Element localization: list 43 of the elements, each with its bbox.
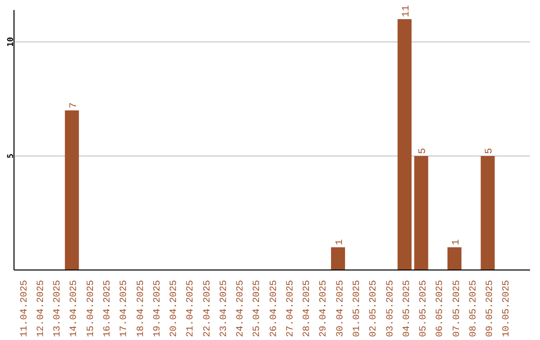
x-tick-label: 25.04.2025 — [251, 280, 262, 338]
x-tick-label: 01.05.2025 — [350, 280, 362, 338]
x-tick-label: 19.04.2025 — [151, 280, 162, 338]
y-tick-label: 10 — [6, 36, 15, 47]
x-tick-label: 20.04.2025 — [168, 280, 180, 338]
x-tick-label: 15.04.2025 — [84, 280, 96, 338]
data-label: 5 — [418, 148, 430, 154]
x-tick-label: 28.04.2025 — [301, 280, 312, 338]
x-tick-label: 11.04.2025 — [18, 280, 30, 338]
x-tick-label: 09.05.2025 — [484, 280, 496, 338]
x-tick-label: 07.05.2025 — [450, 280, 462, 338]
x-tick-label: 02.05.2025 — [368, 280, 379, 338]
x-tick-label: 04.05.2025 — [400, 280, 412, 338]
x-tick-label: 27.04.2025 — [284, 280, 296, 338]
x-tick-label: 29.04.2025 — [318, 280, 329, 338]
x-tick-label: 24.04.2025 — [234, 280, 246, 338]
data-label: 5 — [484, 148, 496, 154]
data-label: 1 — [451, 239, 462, 246]
x-tick-label: 10.05.2025 — [500, 280, 512, 338]
x-tick-label: 26.04.2025 — [268, 280, 279, 338]
x-tick-label: 13.04.2025 — [52, 280, 63, 338]
x-tick-label: 18.04.2025 — [134, 280, 146, 338]
bar — [447, 247, 462, 270]
bar — [64, 110, 79, 270]
data-label: 1 — [335, 239, 346, 246]
data-label: 7 — [68, 102, 80, 108]
x-tick-label: 12.04.2025 — [34, 280, 46, 338]
x-tick-label: 21.04.2025 — [184, 280, 196, 338]
x-tick-label: 14.04.2025 — [68, 280, 80, 338]
bar — [398, 19, 412, 270]
bar — [480, 156, 495, 270]
x-tick-label: 30.04.2025 — [334, 280, 346, 338]
x-tick-label: 06.05.2025 — [434, 280, 446, 338]
data-label: 11 — [402, 5, 413, 18]
bar — [414, 156, 428, 270]
x-tick-label: 08.05.2025 — [467, 280, 478, 338]
x-tick-label: 05.05.2025 — [418, 280, 429, 338]
x-tick-label: 23.04.2025 — [218, 280, 229, 338]
x-tick-label: 17.04.2025 — [118, 280, 130, 338]
x-tick-label: 16.04.2025 — [101, 280, 112, 338]
bar — [331, 247, 346, 270]
x-tick-label: 03.05.2025 — [384, 280, 396, 338]
x-tick-label: 22.04.2025 — [201, 280, 212, 338]
